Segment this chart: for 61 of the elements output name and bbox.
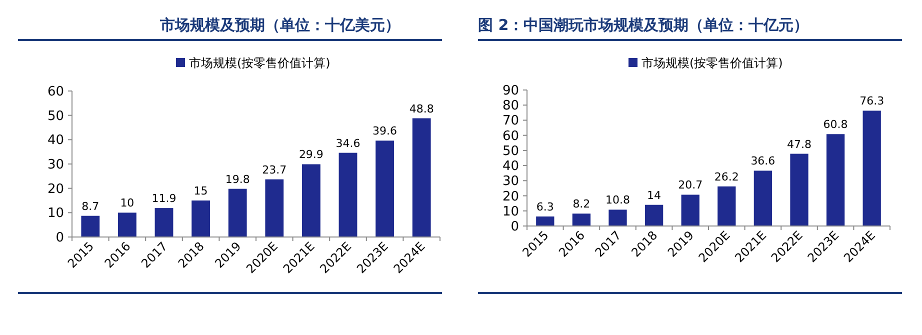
legend-label: 市场规模(按零售价值计算) (642, 56, 783, 70)
chart-title: 图 2：中国潮玩市场规模及预期（单位：十亿元） (478, 16, 809, 34)
y-tick-label: 80 (502, 98, 519, 114)
y-tick-label: 10 (47, 206, 64, 222)
bar (376, 140, 394, 237)
y-tick-label: 60 (47, 84, 64, 100)
data-label: 14 (647, 188, 662, 202)
bar (338, 152, 358, 237)
data-label: 8.2 (572, 198, 590, 211)
data-label: 11.9 (152, 192, 176, 206)
y-tick-label: 20 (47, 182, 64, 197)
bar (572, 214, 591, 226)
data-label: 39.6 (372, 124, 398, 138)
y-tick-label: 70 (502, 114, 519, 129)
data-label: 10.8 (606, 194, 630, 207)
bar (154, 208, 174, 237)
bar (608, 210, 627, 226)
y-tick-label: 50 (47, 108, 64, 124)
y-tick-label: 50 (502, 144, 519, 159)
y-tick-label: 40 (47, 133, 64, 148)
bar (644, 204, 664, 226)
data-label: 6.3 (536, 200, 554, 214)
data-label: 29.9 (298, 148, 324, 162)
y-tick-label: 0 (56, 230, 64, 246)
data-label: 48.8 (409, 102, 434, 116)
data-label: 10 (120, 196, 134, 210)
y-tick-label: 0 (510, 220, 519, 234)
bar (754, 170, 772, 226)
y-tick-label: 90 (502, 84, 519, 98)
bar (302, 164, 320, 237)
data-label: 15 (194, 184, 208, 198)
data-label: 36.6 (750, 154, 776, 168)
data-label: 26.2 (714, 170, 739, 184)
y-tick-label: 20 (502, 189, 519, 204)
legend-label: 市场规模(按零售价值计算) (189, 56, 330, 70)
bar (118, 212, 136, 237)
bar (536, 216, 554, 226)
data-label: 60.8 (823, 118, 848, 132)
chart-title: 市场规模及预期（单位：十亿美元） (159, 16, 400, 34)
bar (228, 188, 247, 237)
data-label: 47.8 (787, 138, 812, 151)
bar (412, 118, 431, 237)
data-label: 34.6 (336, 136, 360, 150)
bar (790, 154, 808, 226)
bar (192, 200, 210, 237)
y-tick-label: 10 (502, 204, 519, 220)
y-tick-label: 30 (47, 158, 64, 172)
y-tick-label: 40 (502, 159, 519, 174)
bar (862, 110, 881, 226)
bar (81, 216, 100, 237)
bar (718, 186, 736, 226)
data-label: 23.7 (262, 163, 287, 176)
data-label: 20.7 (678, 178, 703, 192)
bar (265, 179, 284, 237)
data-label: 76.3 (860, 94, 884, 108)
data-label: 8.7 (82, 200, 100, 213)
y-tick-label: 30 (502, 174, 519, 190)
data-label: 19.8 (225, 172, 250, 186)
bar (681, 194, 700, 226)
bar (826, 134, 845, 226)
y-tick-label: 60 (502, 128, 519, 144)
